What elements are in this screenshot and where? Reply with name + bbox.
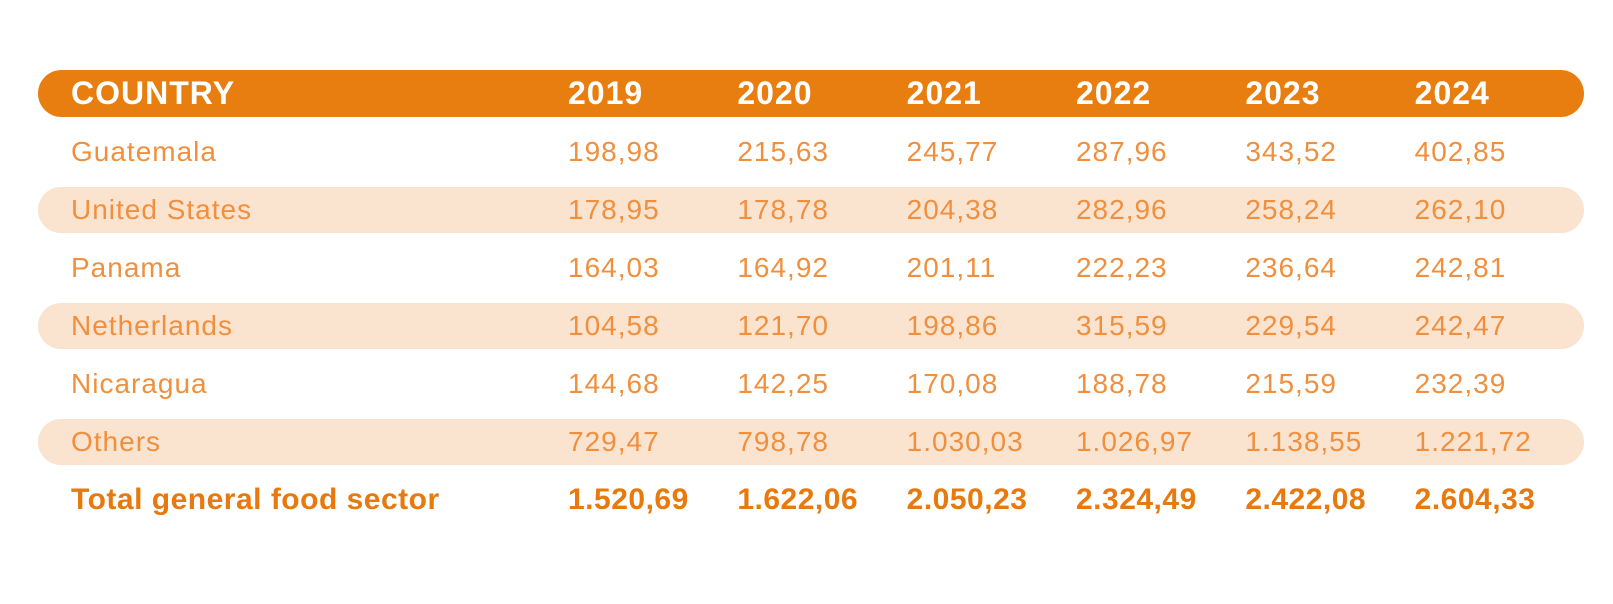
value-cell: 798,78: [737, 426, 829, 457]
table-header-row: COUNTRY 2019 2020 2021 2022 2023 2024: [38, 70, 1584, 117]
row-label: Panama: [71, 252, 182, 283]
total-value-cell: 2.604,33: [1414, 483, 1536, 516]
value-cell: 229,54: [1245, 310, 1337, 341]
table-row-united-states: United States 178,95 178,78 204,38 282,9…: [38, 187, 1584, 233]
value-cell: 242,47: [1414, 310, 1507, 341]
value-cell: 164,03: [568, 252, 660, 283]
value-cell: 1.221,72: [1414, 426, 1532, 457]
value-cell: 104,58: [568, 310, 660, 341]
column-header-2022: 2022: [1075, 75, 1152, 111]
table-row-nicaragua: Nicaragua 144,68 142,25 170,08 188,78 21…: [38, 361, 1584, 407]
value-cell: 258,24: [1245, 194, 1337, 225]
value-cell: 164,92: [737, 252, 829, 283]
value-cell: 242,81: [1414, 252, 1507, 283]
value-cell: 245,77: [906, 136, 999, 167]
total-label: Total general food sector: [71, 483, 440, 516]
value-cell: 236,64: [1245, 252, 1337, 283]
value-cell: 121,70: [737, 310, 829, 341]
value-cell: 1.138,55: [1245, 426, 1363, 457]
total-value-cell: 2.324,49: [1075, 483, 1197, 516]
value-cell: 287,96: [1075, 136, 1168, 167]
table-row-guatemala: Guatemala 198,98 215,63 245,77 287,96 34…: [38, 129, 1584, 175]
column-header-2021: 2021: [906, 75, 982, 111]
value-cell: 315,59: [1075, 310, 1168, 341]
value-cell: 343,52: [1245, 136, 1337, 167]
value-cell: 215,59: [1245, 368, 1337, 399]
total-value-cell: 2.050,23: [906, 483, 1028, 516]
table-row-others: Others 729,47 798,78 1.030,03 1.026,97 1…: [38, 419, 1584, 465]
value-cell: 178,78: [737, 194, 829, 225]
row-label: United States: [71, 194, 253, 225]
value-cell: 1.030,03: [906, 426, 1024, 457]
table-row-total: Total general food sector 1.520,69 1.622…: [38, 477, 1584, 523]
country-year-table: COUNTRY 2019 2020 2021 2022 2023 2024 Gu…: [38, 70, 1584, 535]
column-header-country: COUNTRY: [71, 75, 236, 111]
column-header-2019: 2019: [568, 75, 644, 111]
value-cell: 170,08: [906, 368, 999, 399]
table-row-netherlands: Netherlands 104,58 121,70 198,86 315,59 …: [38, 303, 1584, 349]
value-cell: 142,25: [737, 368, 829, 399]
row-label: Netherlands: [71, 310, 233, 341]
value-cell: 188,78: [1075, 368, 1168, 399]
table-row-panama: Panama 164,03 164,92 201,11 222,23 236,6…: [38, 245, 1584, 291]
value-cell: 1.026,97: [1075, 426, 1193, 457]
value-cell: 262,10: [1414, 194, 1507, 225]
row-label: Others: [71, 426, 162, 457]
value-cell: 198,98: [568, 136, 660, 167]
value-cell: 201,11: [906, 252, 997, 283]
total-value-cell: 2.422,08: [1245, 483, 1367, 516]
value-cell: 729,47: [568, 426, 660, 457]
value-cell: 222,23: [1075, 252, 1168, 283]
value-cell: 178,95: [568, 194, 660, 225]
row-label: Nicaragua: [71, 368, 208, 399]
total-value-cell: 1.622,06: [737, 483, 859, 516]
value-cell: 402,85: [1414, 136, 1507, 167]
value-cell: 198,86: [906, 310, 999, 341]
column-header-2020: 2020: [737, 75, 813, 111]
value-cell: 204,38: [906, 194, 999, 225]
value-cell: 215,63: [737, 136, 829, 167]
value-cell: 282,96: [1075, 194, 1168, 225]
row-label: Guatemala: [71, 136, 217, 167]
column-header-2023: 2023: [1245, 75, 1321, 111]
column-header-2024: 2024: [1414, 75, 1490, 111]
value-cell: 144,68: [568, 368, 660, 399]
total-value-cell: 1.520,69: [568, 483, 689, 516]
value-cell: 232,39: [1414, 368, 1507, 399]
